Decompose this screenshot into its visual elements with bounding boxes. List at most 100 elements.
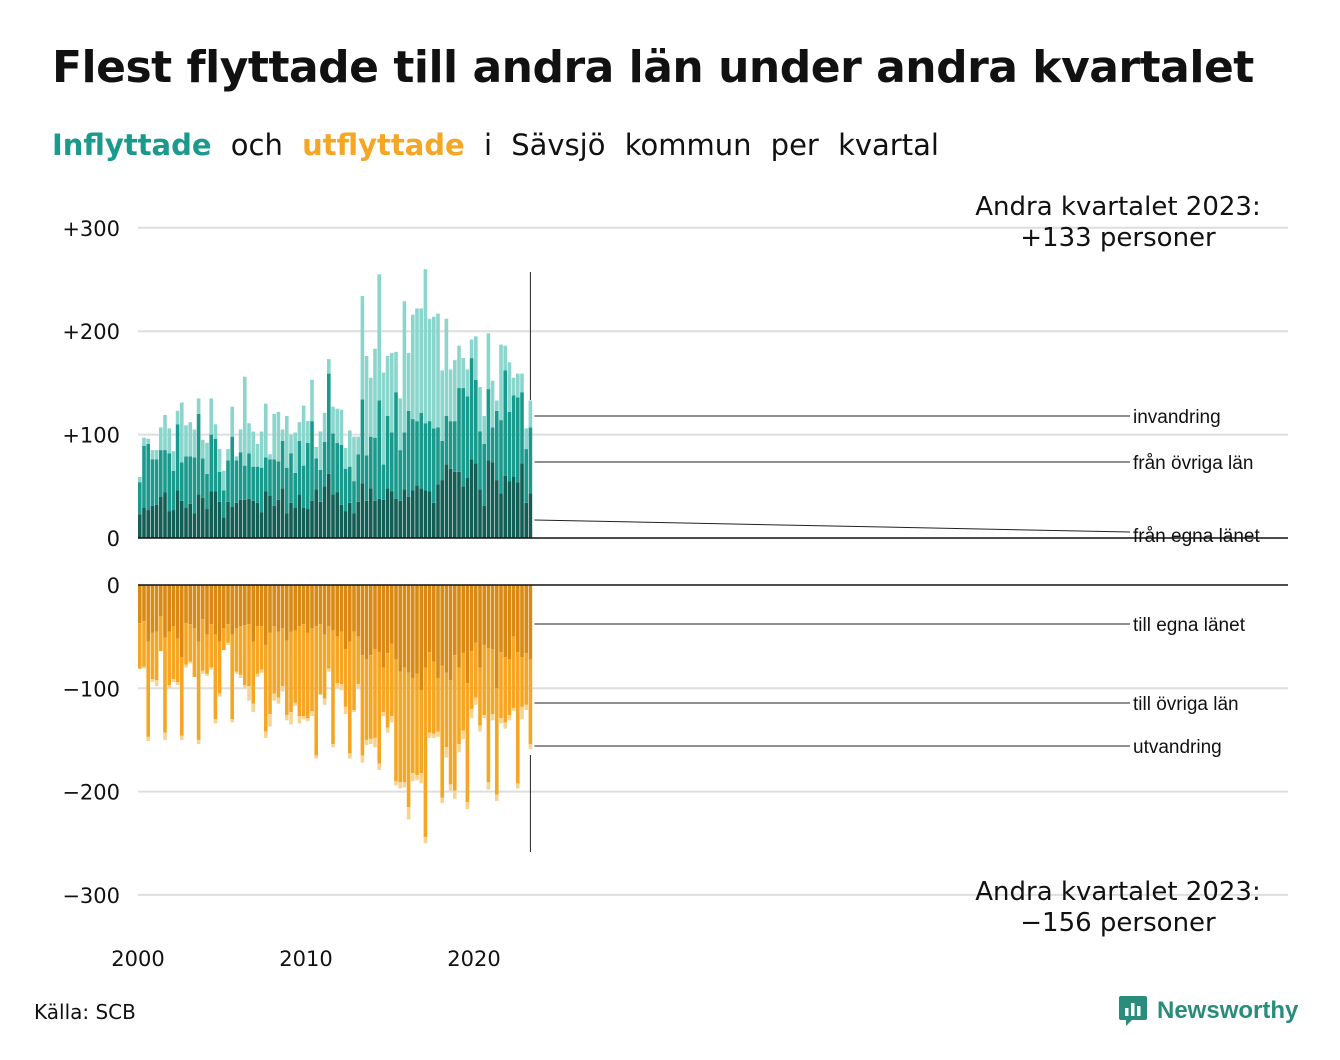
bar-in-egna — [293, 508, 297, 538]
bar-out-utvandring — [524, 704, 528, 710]
bar-in-egna — [146, 510, 150, 538]
bar-in-ovriga — [222, 490, 226, 518]
bar-out-utvandring — [276, 697, 281, 704]
bar-out-utvandring — [457, 744, 461, 753]
bar-in-invandring — [154, 450, 159, 460]
bar-out-egna — [377, 585, 381, 653]
bar-out-utvandring — [259, 669, 264, 673]
bar-out-egna — [314, 585, 318, 627]
bar-out-ovriga — [230, 634, 234, 720]
bar-out-utvandring — [373, 737, 377, 748]
bar-in-ovriga — [146, 443, 150, 511]
bar-in-invandring — [238, 429, 243, 453]
bar-out-egna — [154, 585, 159, 632]
bar-in-invandring — [427, 318, 432, 422]
bar-out-ovriga — [524, 653, 528, 705]
bar-out-utvandring — [398, 782, 402, 789]
bar-out-egna — [331, 585, 335, 631]
y-tick-label: +100 — [62, 424, 120, 448]
bar-in-invandring — [478, 387, 482, 432]
bar-out-utvandring — [285, 715, 289, 721]
bar-out-utvandring — [511, 707, 516, 712]
bar-out-ovriga — [482, 644, 486, 716]
bar-out-utvandring — [469, 708, 474, 719]
bar-out-utvandring — [348, 753, 352, 759]
series-label: till egna länet — [1133, 615, 1246, 636]
bar-in-ovriga — [201, 458, 205, 498]
bar-in-ovriga — [322, 441, 327, 487]
bar-out-utvandring — [335, 683, 339, 689]
bar-in-ovriga — [377, 400, 381, 499]
bar-in-invandring — [369, 377, 373, 437]
bar-in-invandring — [520, 373, 524, 393]
bar-out-ovriga — [356, 636, 360, 685]
bar-out-utvandring — [474, 697, 478, 705]
bar-in-egna — [238, 499, 243, 538]
bar-out-ovriga — [394, 659, 398, 782]
bar-in-egna — [398, 500, 402, 538]
bar-out-ovriga — [192, 628, 197, 677]
bar-in-ovriga — [524, 449, 528, 503]
bar-out-egna — [528, 585, 533, 660]
bar-in-egna — [486, 460, 491, 538]
bar-out-utvandring — [150, 679, 155, 683]
bar-in-invandring — [314, 447, 318, 459]
bar-in-egna — [469, 459, 474, 538]
bar-out-utvandring — [520, 706, 524, 720]
bar-out-ovriga — [339, 631, 344, 685]
newsworthy-logo-icon — [1119, 996, 1147, 1026]
bar-in-ovriga — [306, 442, 310, 510]
annotation-bottom-line1: Andra kvartalet 2023: — [975, 877, 1260, 907]
bar-in-ovriga — [499, 420, 503, 494]
bar-out-utvandring — [419, 773, 423, 784]
bar-in-ovriga — [423, 423, 428, 491]
bar-in-invandring — [398, 398, 402, 451]
series-label: från egna länet — [1133, 526, 1260, 547]
bar-in-ovriga — [390, 432, 394, 492]
bar-out-egna — [171, 585, 176, 627]
bar-in-invandring — [356, 436, 360, 455]
bar-out-ovriga — [331, 630, 335, 745]
bar-out-ovriga — [415, 673, 419, 776]
bar-out-egna — [280, 585, 285, 629]
bar-in-egna — [175, 490, 180, 538]
bar-out-ovriga — [226, 624, 230, 643]
bar-in-egna — [373, 500, 377, 538]
subtitle-word: kommun — [624, 128, 752, 162]
bar-in-ovriga — [411, 419, 415, 491]
bar-in-egna — [327, 473, 331, 538]
bar-in-ovriga — [495, 410, 499, 481]
bar-out-utvandring — [331, 744, 335, 748]
bar-out-egna — [469, 585, 474, 652]
bar-in-invandring — [390, 352, 394, 433]
bar-in-invandring — [453, 360, 457, 422]
bar-out-ovriga — [369, 655, 373, 739]
bar-in-egna — [457, 471, 461, 538]
bar-in-egna — [285, 513, 289, 538]
bar-out-utvandring — [289, 712, 293, 725]
x-tick-label: 2020 — [447, 947, 500, 971]
chart-subtitle: Inflyttade och utflyttade i Sävsjö kommu… — [52, 128, 949, 162]
bar-in-egna — [306, 509, 310, 538]
subtitle-and: och — [230, 128, 283, 162]
bar-in-invandring — [335, 408, 339, 443]
bar-out-utvandring — [528, 744, 533, 750]
logo-text: Newsworthy — [1157, 997, 1299, 1024]
bar-in-invandring — [272, 413, 276, 460]
bar-out-utvandring — [461, 730, 465, 739]
bar-out-ovriga — [520, 657, 524, 707]
bar-out-egna — [180, 585, 184, 658]
bar-out-egna — [457, 585, 461, 668]
bar-in-invandring — [243, 376, 247, 466]
bar-in-egna — [318, 501, 323, 538]
bar-in-invandring — [293, 432, 297, 473]
bar-out-utvandring — [175, 682, 180, 686]
bar-out-ovriga — [448, 680, 453, 785]
bar-in-egna — [217, 501, 222, 538]
bar-in-egna — [226, 501, 230, 538]
bar-out-egna — [259, 585, 264, 627]
bar-in-egna — [314, 489, 318, 538]
bar-out-ovriga — [188, 624, 192, 662]
bar-out-egna — [159, 585, 163, 616]
bar-out-utvandring — [432, 733, 436, 738]
